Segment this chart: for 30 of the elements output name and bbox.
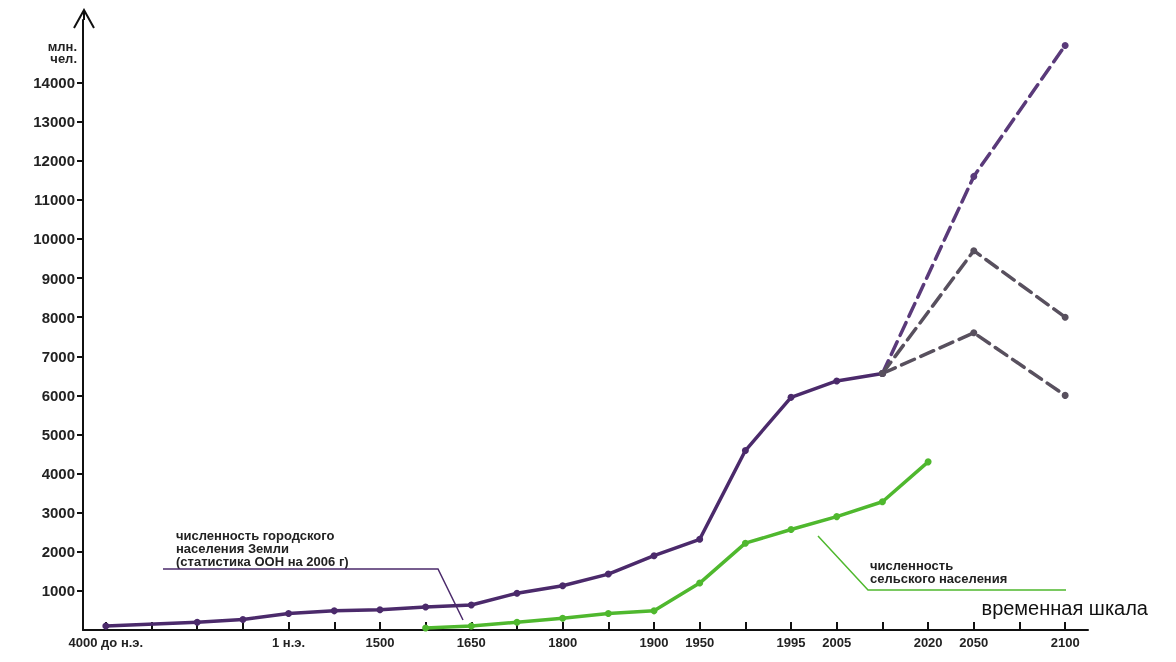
y-tick-label: 2000: [41, 543, 75, 561]
y-tick-label: 7000: [41, 347, 75, 365]
y-tick-label: 10000: [33, 230, 75, 248]
y-tick-label: 8000: [41, 308, 75, 326]
y-tick-label: 3000: [41, 504, 75, 522]
y-tick-label: 9000: [41, 269, 75, 287]
y-tick-label: 13000: [33, 113, 75, 131]
y-tick-label: 14000: [33, 74, 75, 92]
x-tick-label: 2005: [822, 635, 852, 650]
x-tick-label: 1 н.э.: [272, 635, 306, 650]
x-tick-label: 1500: [365, 635, 395, 650]
x-tick-label: 1900: [639, 635, 669, 650]
y-tick-label: 11000: [34, 191, 75, 209]
x-tick-label: 1800: [548, 635, 578, 650]
y-tick-label: 4000: [41, 465, 75, 483]
y-tick-label: 1000: [41, 582, 75, 600]
annotation: численность городского населения Земли (статистика ООН на 2006 г): [176, 528, 349, 569]
x-tick-label: 2100: [1050, 635, 1080, 650]
x-tick-label: 1950: [685, 635, 715, 650]
y-tick-label: 6000: [41, 386, 75, 404]
x-tick-label: 1995: [776, 635, 806, 650]
x-tick-label: 4000 до н.э.: [68, 635, 144, 650]
annotation: численность сельского населения: [870, 558, 1008, 586]
x-tick-label: 1650: [456, 635, 486, 650]
x-axis-title: временная шкала: [981, 597, 1149, 619]
x-tick-label: 2020: [913, 635, 943, 650]
x-tick-label: 2050: [959, 635, 989, 650]
y-tick-label: 5000: [41, 425, 75, 443]
y-tick-label: 12000: [33, 152, 75, 170]
y-axis-title: млн. чел.: [47, 38, 77, 66]
